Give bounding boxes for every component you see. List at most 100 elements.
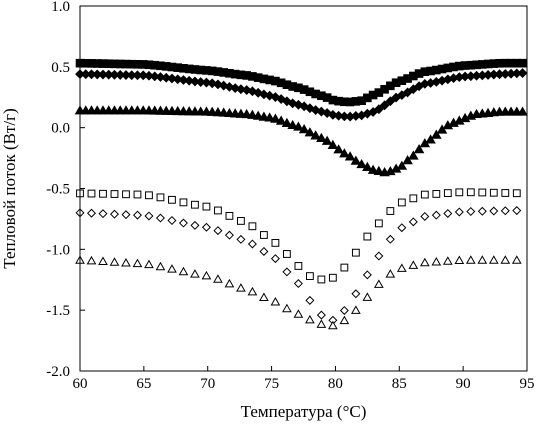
data-point: [386, 207, 395, 215]
data-point: [213, 226, 223, 236]
data-point: [132, 210, 142, 220]
data-point: [488, 255, 499, 264]
data-point: [333, 110, 344, 121]
data-point: [454, 207, 464, 217]
series-3: [74, 105, 528, 177]
data-point: [109, 257, 120, 266]
data-point: [385, 269, 396, 278]
x-tick-label: 75: [264, 376, 279, 392]
data-point: [310, 130, 321, 140]
data-point: [179, 198, 188, 207]
y-tick-label: -0.5: [46, 182, 70, 198]
data-point: [260, 231, 268, 239]
data-point: [201, 270, 212, 280]
data-point: [305, 272, 314, 281]
data-point: [282, 303, 292, 313]
data-point: [270, 297, 281, 306]
x-tick-label: 80: [328, 376, 343, 392]
data-point: [236, 234, 246, 244]
data-point: [466, 206, 476, 217]
data-point: [178, 75, 189, 85]
series-6: [75, 255, 522, 330]
data-point: [431, 257, 442, 266]
data-point: [282, 250, 291, 258]
data-point: [294, 262, 303, 270]
data-point: [367, 164, 379, 174]
data-point: [168, 195, 176, 204]
data-point: [149, 71, 160, 82]
data-point: [512, 206, 522, 216]
data-point: [98, 209, 108, 219]
data-point: [155, 261, 166, 271]
data-point: [328, 273, 337, 282]
data-point: [213, 79, 223, 90]
data-point: [201, 222, 211, 232]
data-point: [121, 210, 131, 220]
series-4: [76, 188, 521, 284]
data-point: [155, 72, 166, 82]
data-point: [225, 211, 234, 220]
data-point: [413, 143, 425, 154]
data-point: [339, 315, 350, 325]
data-point: [110, 190, 119, 198]
data-point: [271, 238, 280, 247]
series-2: [75, 68, 528, 122]
data-point: [316, 310, 326, 320]
data-point: [328, 320, 338, 330]
data-point: [86, 208, 97, 218]
data-point: [512, 189, 521, 198]
data-point: [281, 117, 293, 127]
data-point: [109, 209, 119, 219]
data-point: [304, 103, 315, 114]
data-point: [241, 108, 252, 119]
data-point: [443, 208, 453, 218]
data-point: [362, 270, 372, 280]
data-point: [224, 230, 234, 240]
data-point: [293, 99, 304, 110]
data-point: [316, 319, 327, 328]
data-point: [396, 263, 407, 272]
data-point: [420, 211, 430, 221]
data-point: [374, 251, 384, 261]
data-point: [317, 275, 326, 284]
y-tick-label: 1.0: [51, 0, 70, 15]
data-point: [304, 127, 316, 137]
data-point: [237, 217, 245, 225]
data-point: [191, 200, 199, 209]
data-point: [517, 106, 528, 116]
x-tick-label: 85: [392, 376, 407, 392]
data-point: [144, 70, 154, 81]
data-point: [362, 161, 373, 172]
data-point: [396, 160, 408, 170]
data-point: [327, 139, 339, 149]
x-tick-label: 90: [456, 376, 471, 392]
data-point: [99, 189, 107, 198]
data-point: [305, 295, 315, 305]
axis-ticks: 60 65 70 75 80 85 90 95 1.0 0.5 0.0 -0.5 -1.0 -1.5 -2.…: [46, 0, 534, 392]
data-point: [351, 248, 360, 257]
data-point: [432, 190, 441, 198]
data-point: [207, 78, 218, 89]
data-point: [202, 202, 211, 211]
data-point: [121, 258, 131, 267]
data-point: [351, 289, 361, 299]
data-point: [489, 188, 498, 197]
data-point: [339, 305, 349, 315]
x-tick-label: 70: [200, 376, 215, 392]
data-point: [172, 74, 183, 85]
data-point: [87, 189, 96, 198]
data-point: [305, 314, 315, 324]
y-tick-label: 0.0: [51, 121, 70, 137]
data-point: [511, 255, 522, 264]
data-point: [178, 218, 188, 228]
series-5: [75, 206, 522, 325]
data-point: [478, 188, 487, 197]
data-point: [276, 94, 287, 104]
data-point: [316, 132, 327, 142]
data-point: [454, 255, 465, 264]
y-axis-label: Тепловой поток (Вт/г): [0, 108, 19, 269]
data-point: [408, 150, 419, 160]
data-point: [374, 219, 383, 228]
data-point: [214, 206, 222, 215]
data-point: [443, 189, 452, 197]
